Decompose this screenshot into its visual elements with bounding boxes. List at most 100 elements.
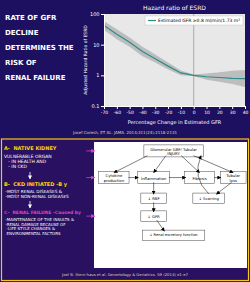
flowchart-background xyxy=(94,142,247,268)
tick-mark xyxy=(101,45,104,46)
text-line: Inflammation xyxy=(141,175,167,180)
flow-box xyxy=(141,211,167,222)
section-text: VULNERABLE ORGAN - IN HEALTH AND - IN CK… xyxy=(4,154,52,169)
text-line: production xyxy=(104,177,125,182)
flow-box-label: Inflammation xyxy=(141,175,167,180)
flow-arrow xyxy=(169,177,186,178)
tick-label: 100 xyxy=(90,11,100,17)
flow-box-label: Cytokineproduction xyxy=(104,173,125,182)
tick: -60 xyxy=(114,106,121,115)
section-title: C- RENAL FAILURE -Caused by xyxy=(4,210,81,215)
section-arrow xyxy=(30,172,31,179)
tick-mark xyxy=(117,106,118,109)
tick-mark xyxy=(101,14,104,15)
section-text: -MOST RENAL DISEASES & -MOST NON-RENAL D… xyxy=(4,189,69,199)
axis-line xyxy=(101,15,105,107)
headline: DETERMINES THE xyxy=(5,44,74,52)
reference-line xyxy=(193,14,194,106)
tick: 100 xyxy=(90,11,104,17)
text-line: RISK OF xyxy=(5,59,37,67)
legend-label: Estimated GFR ≥0.8 ml/min/1.73 m² xyxy=(158,18,240,23)
text-line: ↓ Scarring xyxy=(199,196,220,201)
flow-box-label: ↓ Scarring xyxy=(199,196,220,201)
tick-mark xyxy=(101,106,104,107)
section-arrow xyxy=(30,201,31,208)
tick-mark xyxy=(142,106,143,109)
flowchart xyxy=(86,142,247,268)
tick: 20 xyxy=(217,106,223,115)
tick-label: -20 xyxy=(165,110,172,115)
bottom-background xyxy=(2,139,249,281)
series-line xyxy=(104,26,245,79)
y-axis-title: Adjusted Hazard Ratio of ESRD xyxy=(83,25,88,95)
text-line: RENAL FAILURE xyxy=(5,74,66,82)
headline: RATE OF GFR xyxy=(5,14,57,22)
text-line: RATE OF GFR xyxy=(5,14,57,22)
headline: DECLINE xyxy=(5,29,39,37)
tick-mark xyxy=(181,106,182,109)
tick-mark xyxy=(194,106,195,109)
tick: -30 xyxy=(152,106,159,115)
text-line: INJURY xyxy=(167,151,180,156)
axis-line xyxy=(105,107,246,110)
tick-label: -60 xyxy=(114,110,121,115)
flow-box xyxy=(138,172,170,184)
text-line: ENVIRONMENTAL FACTORS xyxy=(4,231,61,236)
tick-label: 30 xyxy=(230,110,236,115)
flow-box xyxy=(144,145,203,157)
text-line: DECLINE xyxy=(5,29,39,37)
tick-label: -70 xyxy=(101,110,108,115)
flow-arrow xyxy=(216,182,231,194)
flow-box xyxy=(193,193,225,204)
flow-box xyxy=(142,230,204,241)
flow-arrow xyxy=(193,156,233,173)
flow-box-label: ↓ GFR xyxy=(148,214,161,219)
y-axis: 0.1 1 10 100 xyxy=(90,11,105,109)
chart-title: Hazard ratio of ESRD xyxy=(143,4,206,11)
flow-box xyxy=(184,172,214,184)
tick-label: 20 xyxy=(217,110,223,115)
citation: Joel B. Stern haus et al. Gerontology & … xyxy=(61,272,188,277)
tick-mark xyxy=(155,106,156,109)
citation: Josef Coresh, ET AL. JAMA. 2014;311(24):… xyxy=(72,130,178,135)
flow-box-label: ↓ RBF xyxy=(148,196,160,201)
tick: 0.1 xyxy=(92,103,104,109)
tick-mark xyxy=(219,106,220,109)
flow-arrow xyxy=(114,156,148,173)
flow-arrow xyxy=(214,177,221,178)
tick: 1 xyxy=(96,72,104,78)
confidence-band xyxy=(104,21,245,87)
chart: -70-60-50-40-30-20-100102030400.1110100H… xyxy=(83,4,248,126)
tick: 40 xyxy=(243,106,249,115)
tick: 10 xyxy=(93,42,104,48)
tick: -50 xyxy=(126,106,133,115)
tick-label: 1 xyxy=(96,72,99,78)
tick-label: 10 xyxy=(93,42,99,48)
plot-marks xyxy=(104,14,245,106)
infographic: RATE OF GFR DECLINE DETERMINES THE RISK OF R… xyxy=(0,0,250,282)
section-text: -MAINTENANCE OF THE INSULTS & -RENAL DAM… xyxy=(4,217,74,236)
pointer-arrow xyxy=(86,150,94,151)
tick-mark xyxy=(101,75,104,76)
tick-label: -50 xyxy=(126,110,133,115)
text-line: Josef Coresh, ET AL. JAMA. 2014;311(24):… xyxy=(72,130,178,135)
text-line: C- RENAL FAILURE -Caused by xyxy=(4,210,81,215)
flow-box-label: Glomerular GBF/ TubularINJURY xyxy=(150,146,197,155)
tick: -10 xyxy=(178,106,185,115)
flow-box-label: Tubularloss xyxy=(225,173,240,182)
tick: 10 xyxy=(204,106,210,115)
tick: -70 xyxy=(101,106,108,115)
tick-mark xyxy=(130,106,131,109)
pointer-arrow xyxy=(86,216,94,217)
top-background xyxy=(0,0,250,139)
tick-label: -10 xyxy=(178,110,185,115)
flow-box xyxy=(99,172,129,184)
flow-arrow xyxy=(128,177,138,178)
flow-box-label: Fibrosis xyxy=(192,175,206,180)
tick-label: 0.1 xyxy=(92,103,100,109)
flow-box xyxy=(141,193,167,204)
section-title: A- NATIVE KIDNEY xyxy=(4,145,57,151)
legend-box xyxy=(145,16,243,25)
text-line: - IN CKD xyxy=(4,164,28,169)
section-title: B- CKD INITIATED -B y xyxy=(4,181,68,188)
